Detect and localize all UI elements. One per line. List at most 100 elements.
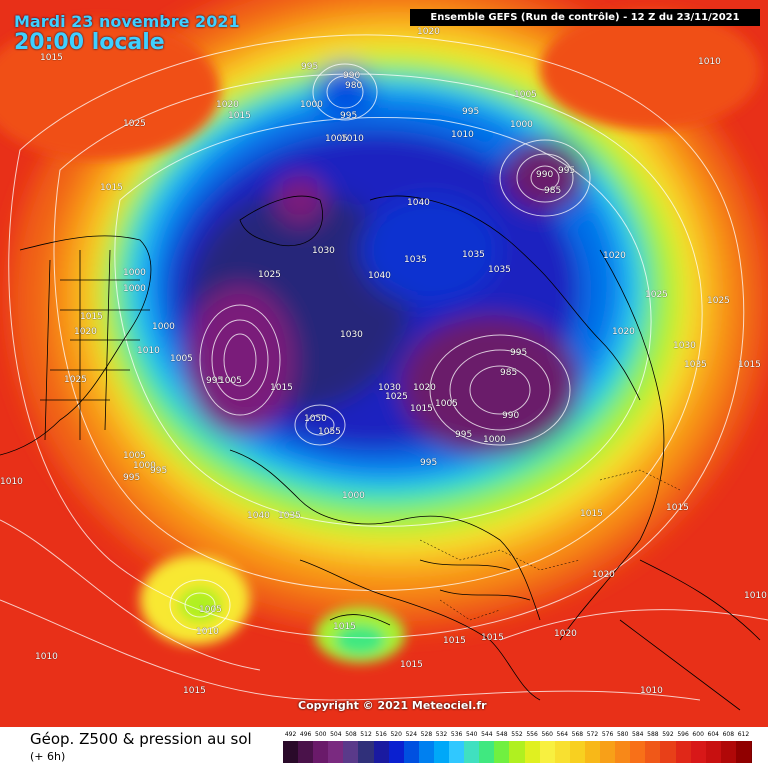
isobar-label: 1015 <box>738 360 761 370</box>
isobar-label: 1015 <box>100 183 123 193</box>
forecast-date: Mardi 23 novembre 2021 <box>14 12 240 31</box>
isobar-label: 1000 <box>123 268 146 278</box>
scale-label: 524 <box>405 731 418 738</box>
scale-swatch <box>313 741 330 763</box>
scale-label: 552 <box>511 731 523 738</box>
isobar-label: 1005 <box>123 451 146 461</box>
isobar-label: 1005 <box>514 90 537 100</box>
scale-label: 508 <box>345 731 357 738</box>
scale-label: 604 <box>707 731 719 738</box>
isobar-label: 1000 <box>123 284 146 294</box>
scale-label: 536 <box>450 731 463 738</box>
scale-swatch <box>298 741 315 763</box>
isobar-label: 1025 <box>64 375 87 385</box>
isobar-label: 1035 <box>462 250 485 260</box>
scale-swatch <box>569 741 586 763</box>
scale-label: 512 <box>360 731 372 738</box>
isobar-label: 1050 <box>304 414 327 424</box>
isobar-label: 1020 <box>592 570 615 580</box>
isobar-label: 995 <box>455 430 473 440</box>
isobar-label: 1000 <box>152 322 175 332</box>
isobar-label: 1010 <box>35 652 58 662</box>
isobar-label: 990 <box>502 411 520 421</box>
map-parameter-title: Géop. Z500 & pression au sol <box>30 730 252 748</box>
isobar-label: 1005 <box>435 399 458 409</box>
scale-label: 576 <box>601 731 614 738</box>
isobar-label: 1025 <box>645 290 668 300</box>
isobar-label: 1025 <box>123 119 146 129</box>
scale-swatch <box>584 741 602 763</box>
isobar-label: 1020 <box>417 27 440 37</box>
isobar-label: 990 <box>343 71 361 81</box>
scale-label: 492 <box>284 731 297 738</box>
isobar-label: 1030 <box>312 246 335 256</box>
scale-label: 584 <box>632 731 644 738</box>
isobar-label: 1055 <box>318 427 341 437</box>
scale-label: 548 <box>496 731 508 738</box>
isobar-label: 1010 <box>640 686 663 696</box>
scale-label: 608 <box>722 731 735 738</box>
isobar-label: 1005 <box>170 354 193 364</box>
scale-swatch <box>343 741 360 763</box>
isobar-label: 995 <box>206 376 224 386</box>
isobar-label: 1020 <box>216 100 239 110</box>
z500-pressure-map <box>0 0 768 727</box>
isobar-label: 1020 <box>413 383 436 393</box>
scale-label: 560 <box>541 731 553 738</box>
scale-swatch <box>449 741 466 763</box>
isobar-label: 995 <box>510 348 528 358</box>
isobar-label: 1015 <box>183 686 206 696</box>
isobar-label: 990 <box>536 170 554 180</box>
scale-swatch <box>645 741 662 763</box>
scale-label: 564 <box>556 731 569 738</box>
color-scale: 492 496 500 504 508 512 516 520 524 528 532 536 540 5… <box>283 731 752 763</box>
isobar-label: 1000 <box>133 461 156 471</box>
isobar-label: 1005 <box>199 605 222 615</box>
isobar-label: 1000 <box>300 100 323 110</box>
isobar-label: 995 <box>462 107 480 117</box>
scale-swatch <box>403 741 420 763</box>
forecast-step: (+ 6h) <box>30 750 66 763</box>
scale-swatch <box>373 741 390 763</box>
isobar-label: 995 <box>340 111 358 121</box>
legend-footer: Géop. Z500 & pression au sol (+ 6h) 492 4… <box>0 727 768 768</box>
scale-label: 556 <box>526 731 538 738</box>
scale-swatch <box>433 741 451 763</box>
scale-label: 532 <box>435 731 448 738</box>
scale-label: 544 <box>481 731 493 738</box>
scale-swatch <box>554 741 571 763</box>
isobar-label: 1015 <box>270 383 293 393</box>
isobar-label: 1025 <box>385 392 408 402</box>
isobar-label: 1040 <box>247 511 270 521</box>
scale-label: 612 <box>737 731 750 738</box>
scale-swatch <box>524 741 541 763</box>
scale-label: 588 <box>647 731 659 738</box>
isobar-label: 1015 <box>228 111 251 121</box>
isobar-label: 1015 <box>410 404 433 414</box>
scale-swatch <box>388 741 405 763</box>
model-run-label: Ensemble GEFS (Run de contrôle) - 12 Z d… <box>410 9 760 26</box>
isobar-label: 995 <box>123 473 141 483</box>
scale-swatch <box>705 741 722 763</box>
scale-label: 568 <box>571 731 584 738</box>
isobar-label: 1035 <box>684 360 707 370</box>
isobar-label: 980 <box>345 81 363 91</box>
scale-label: 600 <box>692 731 704 738</box>
scale-label: 592 <box>662 731 674 738</box>
scale-swatch <box>660 741 677 763</box>
coastlines <box>0 195 761 711</box>
isobar-label: 985 <box>544 186 562 196</box>
scale-label: 596 <box>677 731 689 738</box>
scale-label: 528 <box>420 731 433 738</box>
scale-swatch <box>479 741 496 763</box>
isobar-label: 1035 <box>404 255 427 265</box>
geopotential-fill <box>10 0 768 630</box>
isobar-label: 1040 <box>368 271 391 281</box>
scale-swatch <box>283 741 300 763</box>
scale-swatch <box>358 741 375 763</box>
scale-swatch <box>720 741 737 763</box>
isobar-label: 1035 <box>278 511 301 521</box>
isobar-label: 1010 <box>744 591 767 601</box>
isobar-label: 995 <box>301 62 319 72</box>
